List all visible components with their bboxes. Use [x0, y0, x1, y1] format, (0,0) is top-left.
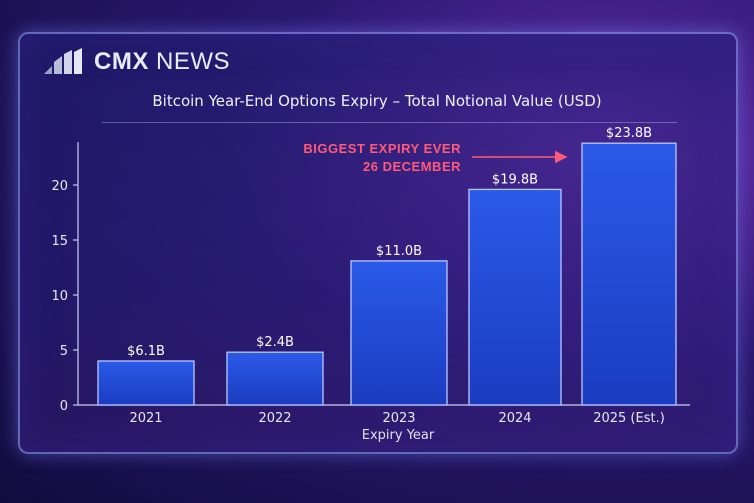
y-tick-label: 5 [60, 344, 68, 359]
x-tick-label: 2025 (Est.) [593, 411, 665, 426]
bars [97, 142, 677, 406]
bar-4 [581, 142, 677, 406]
brand-logo: CMX NEWS [42, 48, 230, 76]
chart-title: Bitcoin Year-End Options Expiry – Total … [152, 92, 602, 110]
y-tick-label: 15 [51, 234, 68, 249]
annotation: BIGGEST EXPIRY EVER 26 DECEMBER [303, 141, 568, 174]
annotation-line-2: 26 DECEMBER [363, 159, 461, 174]
data-labels: $6.1B $2.4B $11.0B $19.8B $23.8B [127, 126, 652, 359]
data-label: $6.1B [127, 344, 165, 359]
data-label: $23.8B [606, 126, 652, 141]
x-tick-label: 2024 [498, 411, 531, 426]
data-label: $2.4B [256, 335, 294, 350]
annotation-line-1: BIGGEST EXPIRY EVER [303, 141, 461, 156]
brand-name-bold: CMX [94, 48, 149, 75]
x-axis-label: Expiry Year [362, 428, 435, 443]
data-label: $11.0B [376, 244, 422, 259]
bar-1 [226, 351, 324, 406]
title-divider [102, 122, 677, 123]
y-tick-labels: 0 5 10 15 20 [51, 179, 68, 414]
x-tick-label: 2022 [258, 411, 291, 426]
y-tick-label: 20 [51, 179, 68, 194]
bar-2 [350, 260, 448, 406]
brand-name-thin: NEWS [156, 48, 231, 75]
y-tick-label: 0 [60, 399, 68, 414]
brand-name: CMX NEWS [94, 48, 230, 76]
bar-chart-logo-icon [44, 48, 82, 74]
y-tick-label: 10 [51, 289, 68, 304]
bar-0 [97, 360, 195, 406]
x-tick-label: 2021 [129, 411, 162, 426]
data-label: $19.8B [492, 172, 538, 187]
x-tick-label: 2023 [382, 411, 415, 426]
x-tick-labels: 2021 2022 2023 2024 2025 (Est.) [129, 411, 664, 426]
bar-3 [468, 188, 562, 406]
